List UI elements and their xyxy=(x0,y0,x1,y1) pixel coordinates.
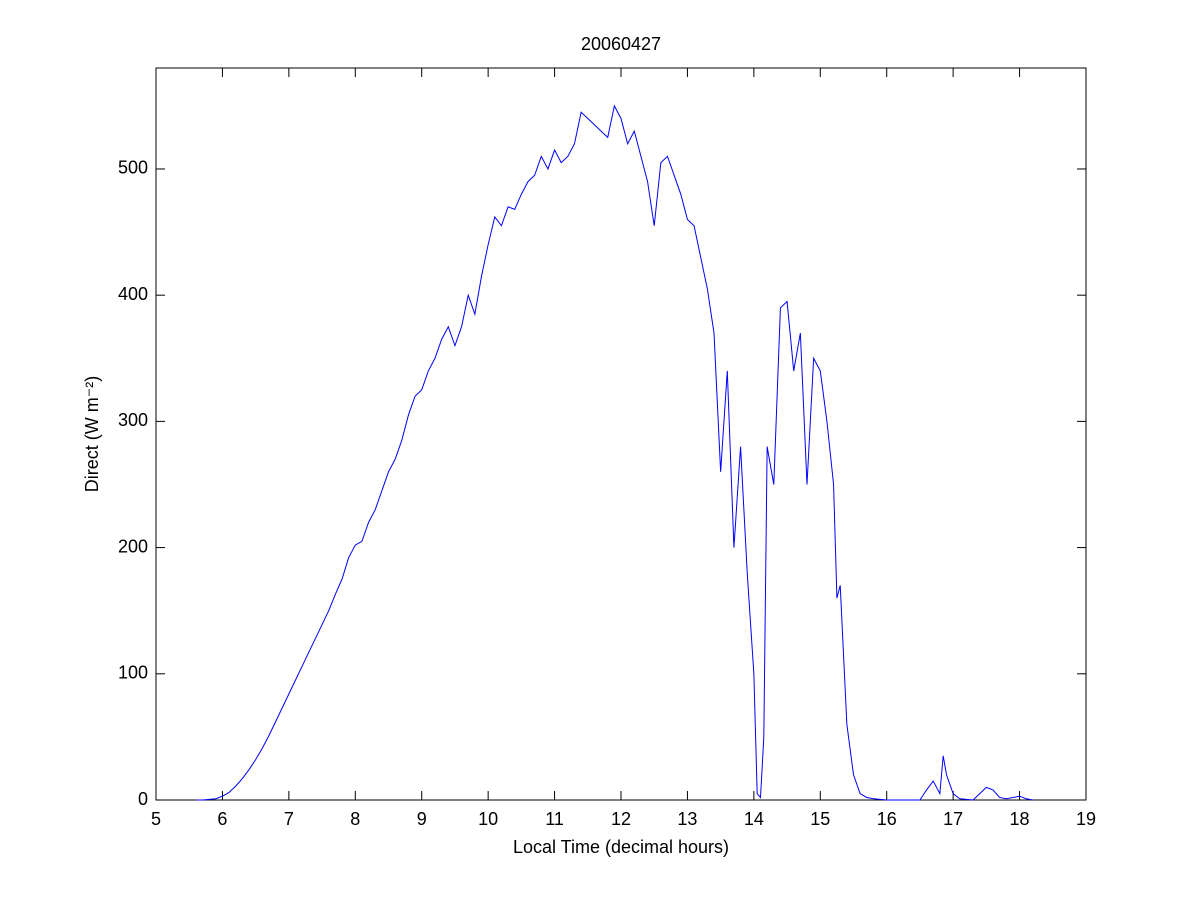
x-tick-label: 13 xyxy=(677,809,697,829)
x-tick-label: 9 xyxy=(417,809,427,829)
y-tick-label: 400 xyxy=(118,284,148,304)
x-tick-label: 8 xyxy=(350,809,360,829)
plot-area xyxy=(155,67,1087,801)
y-tick-label: 0 xyxy=(138,789,148,809)
x-tick-label: 17 xyxy=(943,809,963,829)
y-tick-label: 200 xyxy=(118,536,148,556)
x-tick-label: 14 xyxy=(744,809,764,829)
x-tick-label: 16 xyxy=(877,809,897,829)
data-line xyxy=(195,104,1033,801)
chart-title: 20060427 xyxy=(581,34,661,54)
y-axis-label: Direct (W m⁻²) xyxy=(82,376,102,492)
x-tick-label: 10 xyxy=(478,809,498,829)
x-tick-label: 6 xyxy=(217,809,227,829)
x-tick-label: 12 xyxy=(611,809,631,829)
x-tick-label: 19 xyxy=(1076,809,1096,829)
x-tick-label: 5 xyxy=(151,809,161,829)
y-tick-label: 300 xyxy=(118,410,148,430)
x-tick-label: 11 xyxy=(545,809,564,829)
x-tick-label: 18 xyxy=(1010,809,1030,829)
y-tick-label: 500 xyxy=(118,158,148,178)
x-axis-label: Local Time (decimal hours) xyxy=(513,837,729,857)
x-tick-label: 7 xyxy=(284,809,294,829)
y-tick-label: 100 xyxy=(118,663,148,683)
x-tick-label: 15 xyxy=(810,809,830,829)
